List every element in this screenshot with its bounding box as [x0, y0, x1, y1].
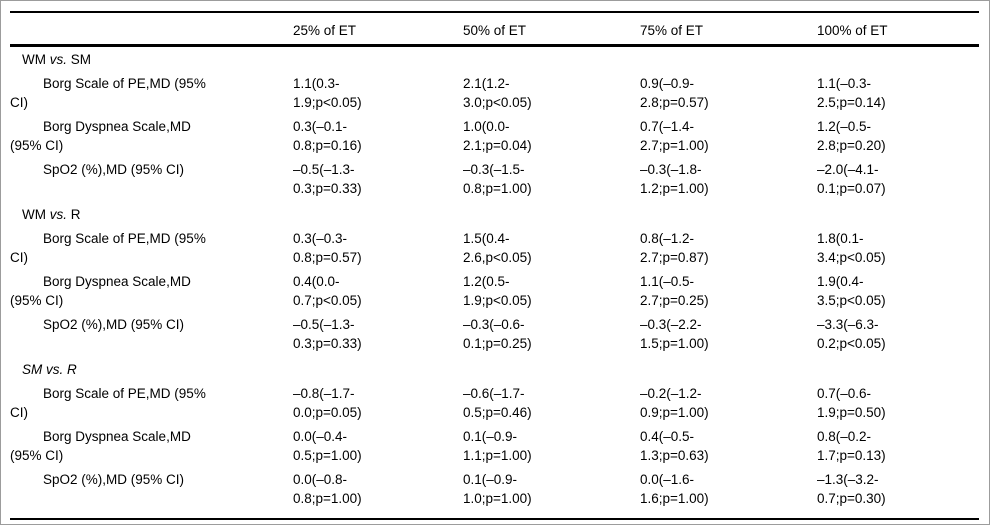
measure-label: Borg Scale of PE,MD (95% CI)	[10, 231, 206, 265]
value-cell-col2: 2.1(1.2- 3.0;p<0.05)	[463, 76, 532, 110]
value-cell-col4: –3.3(–6.3- 0.2;p<0.05)	[817, 317, 886, 351]
measure-row: Borg Scale of PE,MD (95% CI) –0.8(–1.7- 0…	[10, 379, 979, 422]
measure-row: Borg Dyspnea Scale,MD (95% CI) 0.0(–0.4- …	[10, 422, 979, 465]
value-cell-col1: –0.5(–1.3- 0.3;p=0.33)	[293, 162, 362, 196]
measure-row: SpO2 (%),MD (95% CI) –0.5(–1.3- 0.3;p=0.3…	[10, 155, 979, 198]
group-label: WM vs. R	[10, 198, 979, 224]
group-row: WM vs. R	[10, 198, 979, 224]
group-label-part: WM	[22, 207, 50, 222]
value-cell-col3: 0.0(–1.6- 1.6;p=1.00)	[640, 472, 709, 506]
group-label: SM vs. R	[10, 353, 979, 379]
value-cell-col4: 0.7(–0.6- 1.9;p=0.50)	[817, 386, 886, 420]
measure-row: Borg Scale of PE,MD (95% CI) 0.3(–0.3- 0.…	[10, 224, 979, 267]
value-cell-col4: 1.9(0.4- 3.5;p<0.05)	[817, 274, 886, 308]
value-cell-col1: 0.4(0.0- 0.7;p<0.05)	[293, 274, 362, 308]
value-cell-col3: –0.3(–1.8- 1.2;p=1.00)	[640, 162, 709, 196]
value-cell-col4: –2.0(–4.1- 0.1;p=0.07)	[817, 162, 886, 196]
measure-label: SpO2 (%),MD (95% CI)	[43, 472, 185, 487]
measure-label: SpO2 (%),MD (95% CI)	[43, 317, 185, 332]
table-body: WM vs. SM Borg Scale of PE,MD (95% CI) 1.1…	[10, 46, 979, 520]
measure-label: Borg Dyspnea Scale,MD (95% CI)	[10, 119, 191, 153]
value-cell-col3: 1.1(–0.5- 2.7;p=0.25)	[640, 274, 709, 308]
value-cell-col2: –0.6(–1.7- 0.5;p=0.46)	[463, 386, 532, 420]
column-header-3: 75% of ET	[640, 12, 817, 47]
measure-label: SpO2 (%),MD (95% CI)	[43, 162, 185, 177]
value-cell-col1: –0.8(–1.7- 0.0;p=0.05)	[293, 386, 362, 420]
column-header-4: 100% of ET	[817, 12, 979, 47]
value-cell-col1: 0.0(–0.8- 0.8;p=1.00)	[293, 472, 362, 506]
group-label-part: R	[67, 207, 81, 222]
group-row: SM vs. R	[10, 353, 979, 379]
column-header-1: 25% of ET	[293, 12, 463, 47]
value-cell-col1: 0.3(–0.3- 0.8;p=0.57)	[293, 231, 362, 265]
value-cell-col3: –0.3(–2.2- 1.5;p=1.00)	[640, 317, 709, 351]
value-cell-col4: 0.8(–0.2- 1.7;p=0.13)	[817, 429, 886, 463]
value-cell-col1: 0.0(–0.4- 0.5;p=1.00)	[293, 429, 362, 463]
group-label: WM vs. SM	[10, 46, 979, 70]
value-cell-col4: –1.3(–3.2- 0.7;p=0.30)	[817, 472, 886, 506]
group-label-part: SM vs. R	[22, 362, 77, 377]
value-cell-col4: 1.8(0.1- 3.4;p<0.05)	[817, 231, 886, 265]
value-cell-col2: 0.1(–0.9- 1.1;p=1.00)	[463, 429, 532, 463]
comparison-table: 25% of ET 50% of ET 75% of ET 100% of ET WM…	[10, 11, 979, 520]
value-cell-col1: –0.5(–1.3- 0.3;p=0.33)	[293, 317, 362, 351]
measure-label: Borg Scale of PE,MD (95% CI)	[10, 76, 206, 110]
value-cell-col2: 1.0(0.0- 2.1;p=0.04)	[463, 119, 532, 153]
value-cell-col2: 0.1(–0.9- 1.0;p=1.00)	[463, 472, 532, 506]
value-cell-col3: 0.7(–1.4- 2.7;p=1.00)	[640, 119, 709, 153]
measure-row: Borg Dyspnea Scale,MD (95% CI) 0.4(0.0- 0…	[10, 267, 979, 310]
value-cell-col1: 1.1(0.3- 1.9;p<0.05)	[293, 76, 362, 110]
value-cell-col4: 1.1(–0.3- 2.5;p=0.14)	[817, 76, 886, 110]
measure-row: SpO2 (%),MD (95% CI) 0.0(–0.8- 0.8;p=1.00…	[10, 465, 979, 519]
corner-cell	[10, 12, 293, 47]
column-header-2: 50% of ET	[463, 12, 640, 47]
value-cell-col3: 0.9(–0.9- 2.8;p=0.57)	[640, 76, 709, 110]
group-label-part: vs.	[49, 207, 68, 222]
group-label-part: WM	[22, 52, 50, 67]
group-label-part: SM	[67, 52, 92, 67]
group-label-part: vs.	[49, 52, 68, 67]
measure-row: Borg Scale of PE,MD (95% CI) 1.1(0.3- 1.9…	[10, 69, 979, 112]
measure-label: Borg Dyspnea Scale,MD (95% CI)	[10, 429, 191, 463]
value-cell-col2: –0.3(–0.6- 0.1;p=0.25)	[463, 317, 532, 351]
measure-row: SpO2 (%),MD (95% CI) –0.5(–1.3- 0.3;p=0.3…	[10, 310, 979, 353]
value-cell-col2: 1.5(0.4- 2.6,p<0.05)	[463, 231, 532, 265]
value-cell-col4: 1.2(–0.5- 2.8;p=0.20)	[817, 119, 886, 153]
header-row: 25% of ET 50% of ET 75% of ET 100% of ET	[10, 12, 979, 47]
value-cell-col3: –0.2(–1.2- 0.9;p=1.00)	[640, 386, 709, 420]
value-cell-col1: 0.3(–0.1- 0.8;p=0.16)	[293, 119, 362, 153]
value-cell-col2: 1.2(0.5- 1.9;p<0.05)	[463, 274, 532, 308]
measure-label: Borg Dyspnea Scale,MD (95% CI)	[10, 274, 191, 308]
value-cell-col3: 0.8(–1.2- 2.7;p=0.87)	[640, 231, 709, 265]
measure-label: Borg Scale of PE,MD (95% CI)	[10, 386, 206, 420]
group-row: WM vs. SM	[10, 46, 979, 70]
value-cell-col3: 0.4(–0.5- 1.3;p=0.63)	[640, 429, 709, 463]
measure-row: Borg Dyspnea Scale,MD (95% CI) 0.3(–0.1- …	[10, 112, 979, 155]
value-cell-col2: –0.3(–1.5- 0.8;p=1.00)	[463, 162, 532, 196]
